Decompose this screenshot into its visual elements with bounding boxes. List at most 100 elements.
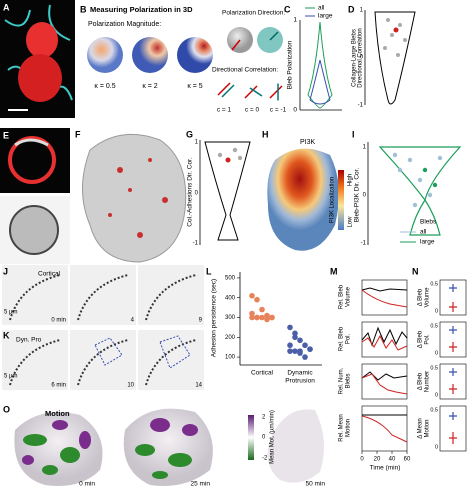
label: Volume (346, 286, 352, 307)
label: Dynamic (287, 370, 313, 377)
label: 400 (225, 295, 236, 301)
label: Motion (346, 419, 352, 437)
label: Rel. Num. (339, 367, 345, 394)
dot (302, 342, 308, 349)
dot (259, 314, 265, 321)
label: Cortical (38, 271, 61, 278)
panel-letter: O (3, 404, 10, 414)
dot (287, 324, 293, 331)
label: Bleb Polarization (287, 40, 294, 89)
label: 300 (225, 315, 236, 321)
label: all (318, 5, 325, 12)
panel-letter: M (330, 266, 338, 276)
panel-letter: D (348, 4, 355, 14)
label: c = 0 (245, 107, 260, 114)
label: 14 (195, 383, 202, 389)
dot (249, 310, 255, 317)
label: 25 min (190, 481, 210, 488)
label: 0 (360, 55, 364, 61)
dot (264, 312, 270, 319)
label: Low (348, 216, 354, 228)
dot (249, 314, 255, 321)
label: Rel. Bleb (339, 326, 345, 351)
label: 20 (374, 457, 381, 463)
label: Collagen-Large Blebs (352, 29, 358, 87)
label: κ = 0.5 (94, 83, 115, 90)
label: -1 (193, 241, 199, 247)
dot (297, 337, 303, 344)
dot (292, 334, 298, 341)
label: Δ Bleb (418, 330, 424, 348)
layout (0, 0, 467, 486)
label: 9 (199, 318, 203, 324)
dot (307, 346, 313, 352)
label: Blebs (420, 219, 437, 226)
dot (259, 306, 265, 313)
label: large (420, 239, 435, 246)
label: 0 (363, 193, 367, 199)
label: Adhesion persistence (sec) (211, 279, 218, 357)
panel-letter: K (3, 330, 10, 340)
label: Δ Mean (418, 418, 424, 438)
label: 0.5 (430, 407, 438, 413)
label: 4 (131, 318, 135, 324)
label: Dyn. Pro (16, 337, 42, 344)
label: 40 (389, 457, 396, 463)
label: all (420, 229, 427, 236)
dot (287, 342, 293, 349)
label: 0 (435, 308, 438, 314)
label: 200 (225, 335, 236, 341)
dot (254, 296, 260, 303)
label: Time (min) (370, 465, 401, 472)
dot (287, 348, 293, 354)
label: Rel. Mean (339, 414, 345, 441)
label: 0 (293, 107, 297, 114)
label: Polarization Magnitude: (88, 21, 161, 28)
label: Blebs (346, 373, 352, 388)
label: Bleb-PI3K Dir. Cor. (354, 168, 361, 223)
label: Protrusion (285, 378, 315, 385)
label: Cortical (251, 370, 274, 377)
panel-letter: F (75, 129, 81, 139)
label: 1 (360, 8, 364, 14)
label: -1 (358, 103, 364, 109)
label: 1 (363, 145, 367, 151)
label: 10 (127, 383, 134, 389)
label: 5 µm (4, 374, 17, 380)
panel-letter: E (3, 130, 9, 140)
label: large (318, 13, 333, 20)
dot (249, 292, 255, 299)
label: 0 (195, 191, 199, 197)
label: 50 min (305, 481, 325, 488)
panel-title: Measuring Polarization in 3D (90, 5, 193, 14)
label: Δ Bleb (418, 372, 424, 390)
label: κ = 2 (142, 83, 157, 90)
label: Δ Bleb (418, 288, 424, 306)
label: 500 (225, 276, 236, 282)
label: PI3K Localization (330, 177, 336, 223)
label: Directional Correlation (358, 28, 364, 87)
label: Motion (45, 409, 70, 418)
panel-letter: B (80, 4, 87, 14)
panel-letter: H (262, 129, 269, 139)
label: 0 (435, 444, 438, 450)
label: 0 min (51, 318, 66, 324)
label: High (348, 174, 354, 186)
panel-letter: C (284, 4, 291, 14)
dot (302, 354, 308, 360)
label: -2 (262, 456, 268, 462)
label: -1 (361, 241, 367, 247)
dot (292, 330, 298, 337)
dot (297, 348, 303, 354)
label: 0 min (79, 481, 95, 488)
dot (254, 314, 260, 321)
panel-letter: L (206, 266, 212, 276)
dot (264, 316, 270, 323)
label: c = 1 (217, 107, 232, 114)
label: 100 (225, 355, 236, 361)
label: Rel. Bleb (339, 284, 345, 309)
label: 0 (435, 350, 438, 356)
label: PI3K (300, 139, 316, 146)
label: 1 (293, 17, 297, 24)
